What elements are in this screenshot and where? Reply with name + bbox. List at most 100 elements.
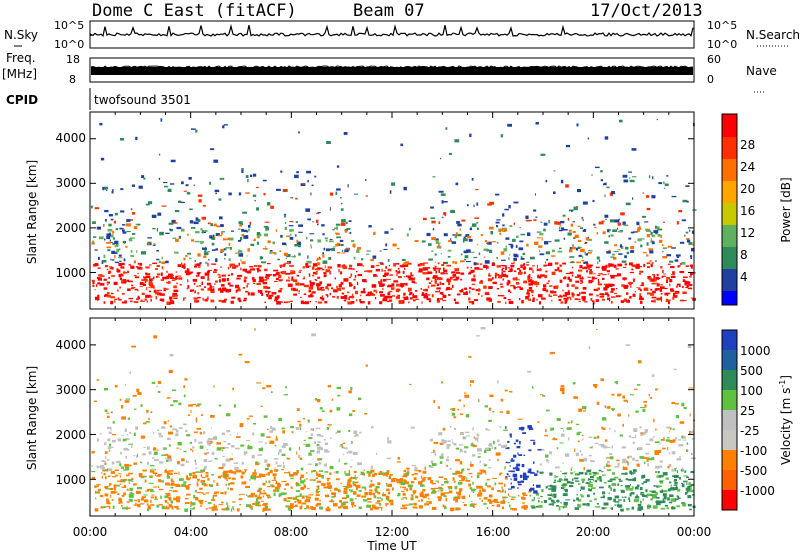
power-cell [618, 119, 623, 123]
velocity-cell [255, 461, 259, 465]
velocity-cell [447, 440, 451, 443]
velocity-cell [178, 427, 183, 429]
velocity-cell [455, 459, 460, 462]
power-cell [137, 266, 142, 270]
power-cell [359, 294, 362, 297]
velocity-cell [278, 449, 282, 453]
velocity-cell [652, 436, 656, 438]
power-cell [385, 243, 388, 247]
power-cell [240, 259, 242, 262]
power-cb-tick-20: 20 [740, 182, 755, 196]
velocity-cell [418, 469, 422, 473]
velocity-cell [246, 417, 250, 420]
velocity-cell [290, 486, 293, 489]
power-cell [137, 296, 140, 300]
power-cell [348, 268, 352, 270]
power-cell [654, 260, 657, 262]
velocity-cell [281, 469, 284, 471]
power-cell [473, 274, 476, 278]
power-cell [194, 263, 198, 266]
velocity-cell [501, 445, 506, 448]
velocity-cell [157, 473, 162, 476]
power-cell [454, 236, 458, 239]
velocity-cell [556, 418, 561, 421]
power-cell [612, 256, 617, 260]
velocity-cell [165, 453, 169, 456]
power-cell [455, 182, 459, 186]
velocity-cell [371, 504, 376, 507]
velocity-cell [506, 410, 510, 414]
power-cell [537, 275, 542, 279]
velocity-cell [657, 471, 660, 474]
velocity-cell [563, 501, 568, 506]
velocity-cell [154, 459, 159, 462]
velocity-cell [187, 477, 190, 481]
velocity-cell [669, 452, 671, 455]
velocity-cell [246, 504, 251, 507]
velocity-cell [472, 491, 475, 493]
velocity-cell [644, 461, 646, 465]
power-cell [278, 274, 282, 279]
velocity-cell [486, 507, 489, 510]
power-cell [153, 289, 157, 293]
power-cell [119, 227, 123, 230]
velocity-cell [316, 399, 321, 403]
power-cell [505, 266, 507, 270]
velocity-cell [157, 391, 161, 393]
power-cell [194, 290, 197, 292]
power-cell [264, 221, 270, 223]
velocity-cell [138, 499, 140, 503]
power-cell [551, 291, 557, 294]
power-cell [126, 279, 130, 282]
velocity-cell [633, 472, 635, 475]
velocity-cell [104, 409, 108, 412]
power-cell [454, 268, 460, 272]
power-cell [650, 288, 653, 291]
power-cell [614, 244, 617, 247]
velocity-cell [497, 439, 500, 442]
velocity-cell [351, 441, 353, 444]
velocity-cell [477, 448, 482, 452]
power-cell [175, 275, 179, 278]
velocity-cell [139, 503, 145, 505]
power-cell [103, 254, 106, 259]
power-cell [125, 245, 128, 248]
velocity-cell [386, 484, 391, 487]
velocity-cell [175, 433, 179, 437]
velocity-cell [257, 489, 261, 493]
velocity-cell [571, 478, 574, 481]
velocity-cell [574, 448, 576, 452]
velocity-cell [166, 476, 171, 479]
power-cell [531, 294, 533, 297]
power-cell [686, 284, 689, 287]
power-cell [629, 179, 635, 183]
velocity-cell [265, 473, 267, 476]
power-cell [655, 232, 658, 235]
velocity-cell [593, 492, 595, 495]
power-cell [353, 193, 359, 195]
velocity-cell [214, 458, 218, 460]
velocity-cell [666, 507, 669, 510]
velocity-cell [599, 476, 602, 480]
velocity-cell [135, 502, 137, 506]
power-cell [355, 271, 358, 273]
power-cell [130, 255, 135, 257]
velocity-cell [155, 496, 157, 500]
power-cell [141, 292, 145, 295]
power-cell [625, 246, 629, 250]
power-cell [307, 218, 311, 221]
power-cell [310, 293, 313, 296]
power-cell [601, 277, 605, 280]
velocity-cell [343, 447, 348, 450]
power-cell [456, 221, 461, 224]
velocity-cell [351, 459, 353, 461]
power-cell [94, 207, 100, 210]
velocity-cell [287, 497, 293, 500]
power-cell [128, 219, 134, 221]
power-cell [163, 182, 168, 184]
power-cell [563, 277, 566, 280]
velocity-cell [448, 488, 453, 490]
velocity-cell [609, 456, 614, 460]
power-cell [300, 296, 302, 298]
velocity-cell [442, 504, 445, 508]
